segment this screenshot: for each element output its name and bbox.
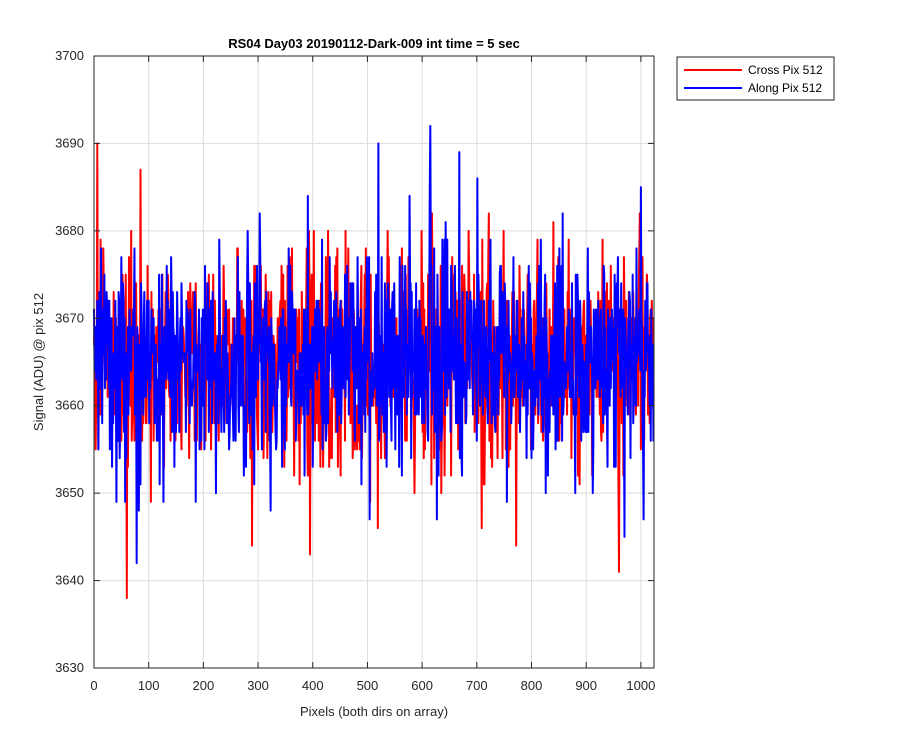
x-tick-label: 800: [521, 678, 543, 693]
legend-box: [676, 56, 835, 101]
legend-label-cross-pix-512: Cross Pix 512: [748, 63, 823, 77]
plot-area: [93, 55, 655, 669]
x-tick-label: 0: [90, 678, 97, 693]
y-tick-label: 3650: [55, 485, 84, 500]
y-tick-label: 3640: [55, 573, 84, 588]
chart-title: RS04 Day03 20190112-Dark-009 int time = …: [228, 36, 520, 51]
x-tick-label: 200: [193, 678, 215, 693]
series-line-along-pix-512: [93, 124, 655, 565]
x-tick-label: 1000: [626, 678, 655, 693]
y-axis: 3630 3640 3650 3660 3670 3680 3690 3700: [55, 48, 654, 675]
y-axis-label: Signal (ADU) @ pix 512: [31, 293, 46, 431]
x-tick-label: 300: [247, 678, 269, 693]
y-tick-label: 3700: [55, 48, 84, 63]
y-tick-label: 3660: [55, 398, 84, 413]
x-tick-label: 700: [466, 678, 488, 693]
x-axis: 0 100 200 300 400 500 600 700 800 900 1000: [90, 56, 655, 693]
y-tick-label: 3680: [55, 223, 84, 238]
legend-label-along-pix-512: Along Pix 512: [748, 81, 822, 95]
legend: Cross Pix 512 Along Pix 512: [676, 56, 835, 101]
x-tick-label: 100: [138, 678, 160, 693]
x-axis-label: Pixels (both dirs on array): [300, 704, 448, 719]
y-tick-label: 3630: [55, 660, 84, 675]
series-layer: [93, 124, 655, 600]
x-tick-label: 600: [411, 678, 433, 693]
y-tick-label: 3670: [55, 310, 84, 325]
x-tick-label: 400: [302, 678, 324, 693]
y-tick-label: 3690: [55, 135, 84, 150]
x-tick-label: 500: [357, 678, 379, 693]
x-tick-label: 900: [575, 678, 597, 693]
plot-frame: [93, 55, 655, 669]
